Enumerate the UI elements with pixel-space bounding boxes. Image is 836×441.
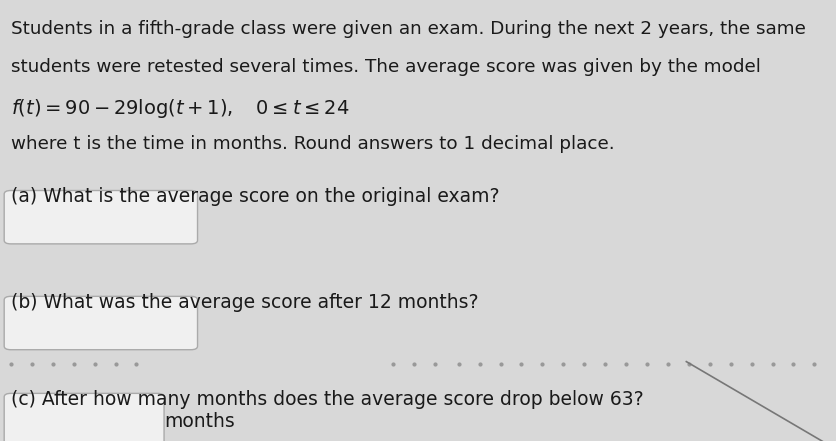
FancyBboxPatch shape — [4, 296, 197, 350]
Text: (a) What is the average score on the original exam?: (a) What is the average score on the ori… — [11, 187, 499, 206]
Text: months: months — [164, 411, 235, 431]
Text: (b) What was the average score after 12 months?: (b) What was the average score after 12 … — [11, 293, 478, 312]
Text: $f(t) = 90 - 29\log(t+1),\ \ \ 0 \leq t \leq 24$: $f(t) = 90 - 29\log(t+1),\ \ \ 0 \leq t … — [11, 97, 349, 120]
FancyBboxPatch shape — [4, 393, 164, 441]
Text: (c) After how many months does the average score drop below 63?: (c) After how many months does the avera… — [11, 390, 643, 409]
Text: Students in a fifth-grade class were given an exam. During the next 2 years, the: Students in a fifth-grade class were giv… — [11, 20, 805, 38]
Text: where t is the time in months. Round answers to 1 decimal place.: where t is the time in months. Round ans… — [11, 135, 614, 153]
Text: students were retested several times. The average score was given by the model: students were retested several times. Th… — [11, 58, 760, 76]
FancyBboxPatch shape — [4, 191, 197, 244]
